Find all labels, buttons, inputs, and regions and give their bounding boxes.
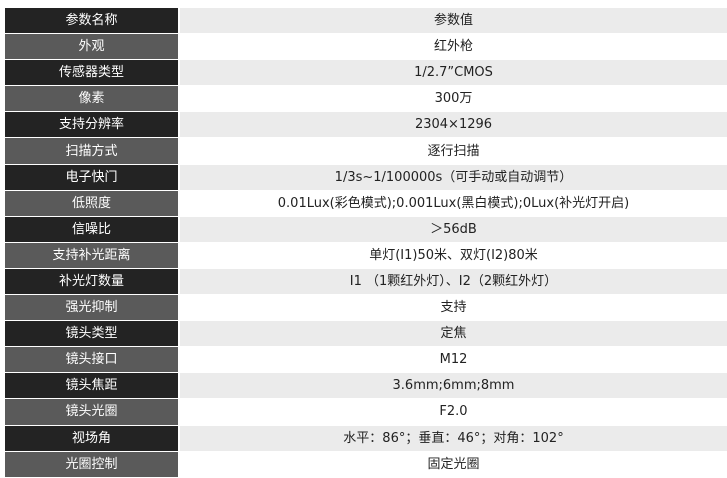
param-value: 逐行扫描 (179, 137, 727, 165)
param-name: 外观 (5, 33, 180, 61)
param-value: F2.0 (179, 398, 727, 426)
param-name: 光圈控制 (5, 451, 180, 478)
param-name: 扫描方式 (5, 137, 180, 165)
param-name: 信噪比 (5, 216, 180, 243)
table-row: 镜头光圈 F2.0 (5, 398, 727, 426)
param-value: 固定光圈 (179, 451, 727, 478)
table-row: 传感器类型 1/2.7”CMOS (5, 59, 727, 87)
spec-table: 参数名称 参数值 外观 红外枪 传感器类型 1/2.7”CMOS 像素 300万 支持分辨率… (5, 8, 727, 478)
param-name: 镜头焦距 (5, 372, 180, 400)
table-row: 光圈控制 固定光圈 (5, 451, 727, 478)
table-row: 外观 红外枪 (5, 33, 727, 61)
param-value: I1 （1颗红外灯）、I2（2颗红外灯） (179, 268, 727, 296)
table-row: 镜头类型 定焦 (5, 320, 727, 348)
param-value: 支持 (179, 294, 727, 322)
param-name: 支持补光距离 (5, 242, 180, 269)
param-name: 像素 (5, 85, 180, 113)
table-row: 电子快门 1/3s~1/100000s（可手动或自动调节） (5, 164, 727, 191)
param-name: 镜头接口 (5, 346, 180, 374)
param-value: 1/2.7”CMOS (179, 59, 727, 87)
header-value: 参数值 (179, 8, 727, 35)
param-name: 强光抑制 (5, 294, 180, 322)
param-name: 低照度 (5, 190, 180, 217)
param-name: 镜头类型 (5, 320, 180, 348)
header-name: 参数名称 (5, 8, 180, 35)
table-row: 像素 300万 (5, 85, 727, 113)
table-row: 扫描方式 逐行扫描 (5, 137, 727, 165)
param-name: 补光灯数量 (5, 268, 180, 296)
param-value: 2304×1296 (179, 111, 727, 139)
param-value: 单灯(I1)50米、双灯(I2)80米 (179, 242, 727, 269)
table-row: 补光灯数量 I1 （1颗红外灯）、I2（2颗红外灯） (5, 268, 727, 296)
table-row: 视场角 水平：86°；垂直：46°；对角：102° (5, 425, 727, 452)
table-row: 强光抑制 支持 (5, 294, 727, 322)
param-value: 0.01Lux(彩色模式);0.001Lux(黑白模式);0Lux(补光灯开启) (179, 190, 727, 217)
table-row: 支持分辨率 2304×1296 (5, 111, 727, 139)
param-value: 红外枪 (179, 33, 727, 61)
param-value: 3.6mm;6mm;8mm (179, 372, 727, 400)
table-row: 支持补光距离 单灯(I1)50米、双灯(I2)80米 (5, 242, 727, 269)
table-row: 镜头焦距 3.6mm;6mm;8mm (5, 372, 727, 400)
param-name: 支持分辨率 (5, 111, 180, 139)
param-name: 镜头光圈 (5, 398, 180, 426)
param-value: 300万 (179, 85, 727, 113)
param-value: ＞56dB (179, 216, 727, 243)
param-name: 电子快门 (5, 164, 180, 191)
param-value: 1/3s~1/100000s（可手动或自动调节） (179, 164, 727, 191)
table-row: 镜头接口 M12 (5, 346, 727, 374)
param-value: 水平：86°；垂直：46°；对角：102° (179, 425, 727, 452)
param-name: 视场角 (5, 425, 180, 452)
table-row: 信噪比 ＞56dB (5, 216, 727, 243)
param-name: 传感器类型 (5, 59, 180, 87)
table-header-row: 参数名称 参数值 (5, 8, 727, 35)
param-value: 定焦 (179, 320, 727, 348)
param-value: M12 (179, 346, 727, 374)
table-row: 低照度 0.01Lux(彩色模式);0.001Lux(黑白模式);0Lux(补光灯… (5, 190, 727, 217)
